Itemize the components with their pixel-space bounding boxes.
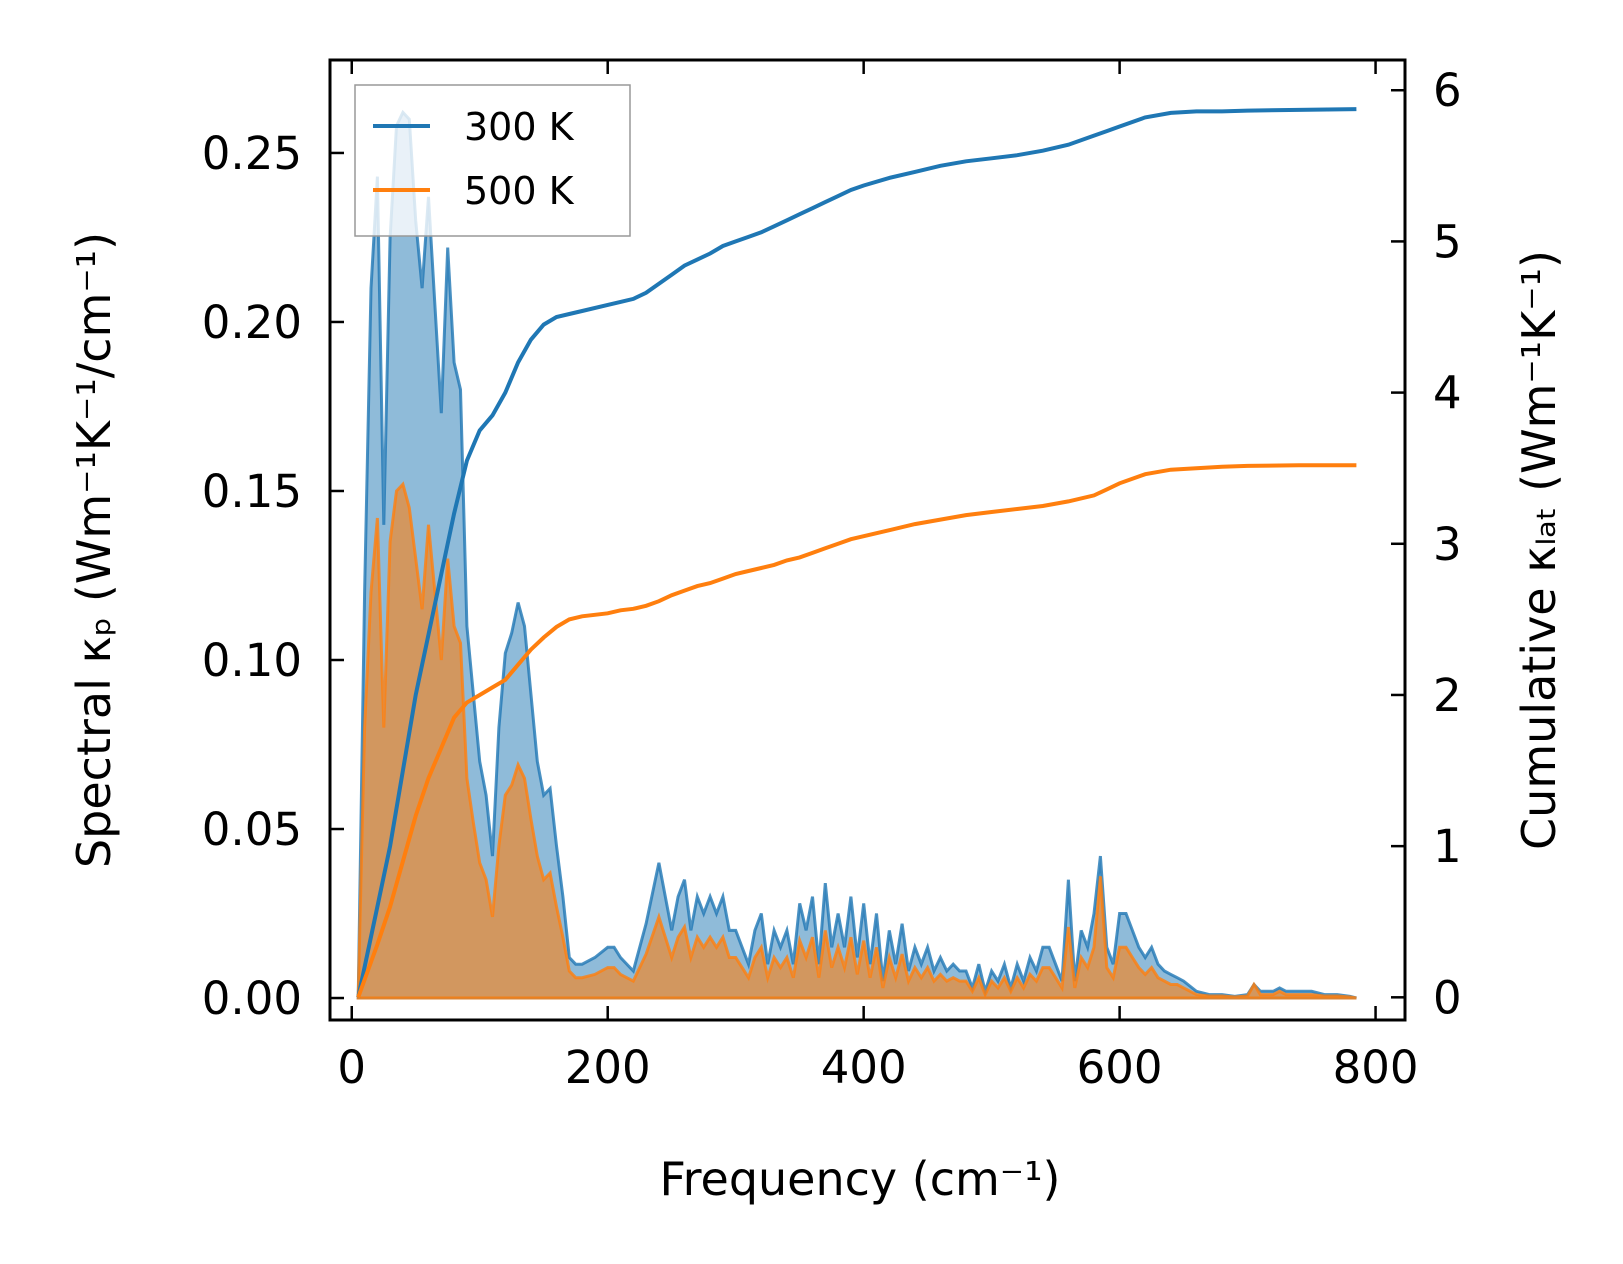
y-right-tick-label: 2 bbox=[1433, 669, 1462, 722]
y-right-tick-label: 6 bbox=[1433, 64, 1462, 117]
legend: 300 K 500 K bbox=[354, 84, 631, 237]
legend-label-300k: 300 K bbox=[464, 105, 575, 149]
y-right-tick-label: 1 bbox=[1433, 820, 1462, 873]
cumulative-line-300k bbox=[356, 107, 1357, 998]
x-tick-label: 0 bbox=[337, 1041, 366, 1094]
legend-label-500k: 500 K bbox=[464, 169, 575, 213]
x-tick-label: 200 bbox=[565, 1041, 651, 1094]
y-left-tick-label: 0.25 bbox=[202, 127, 302, 180]
y-left-tick-label: 0.15 bbox=[202, 465, 302, 518]
y-left-tick-label: 0.00 bbox=[202, 972, 302, 1025]
y-left-tick-label: 0.05 bbox=[202, 803, 302, 856]
plot-area bbox=[356, 107, 1357, 1000]
x-tick-label: 400 bbox=[821, 1041, 907, 1094]
cumulative-line-500k bbox=[356, 463, 1357, 998]
y-right-tick-label: 5 bbox=[1433, 215, 1462, 268]
x-tick-label: 600 bbox=[1077, 1041, 1163, 1094]
axes: 0 200 400 600 800 0.00 0.05 0.10 0.15 0.20 0.25 0 1 2… bbox=[202, 60, 1462, 1094]
y-right-tick-label: 0 bbox=[1433, 971, 1462, 1024]
plot-frame bbox=[328, 58, 1407, 1022]
y-right-tick-label: 3 bbox=[1433, 518, 1462, 571]
x-axis-title: Frequency (cm⁻¹) bbox=[660, 1152, 1061, 1206]
legend-box bbox=[354, 84, 631, 237]
y-right-tick-label: 4 bbox=[1433, 367, 1462, 420]
y-right-axis-title: Cumulative κₗₐₜ (Wm⁻¹K⁻¹) bbox=[1512, 250, 1566, 850]
y-left-axis-title: Spectral κₚ (Wm⁻¹K⁻¹/cm⁻¹) bbox=[67, 232, 121, 868]
y-left-tick-label: 0.10 bbox=[202, 634, 302, 687]
spectral-area-500k bbox=[356, 481, 1357, 1000]
y-left-tick-label: 0.20 bbox=[202, 296, 302, 349]
x-tick-label: 800 bbox=[1333, 1041, 1419, 1094]
